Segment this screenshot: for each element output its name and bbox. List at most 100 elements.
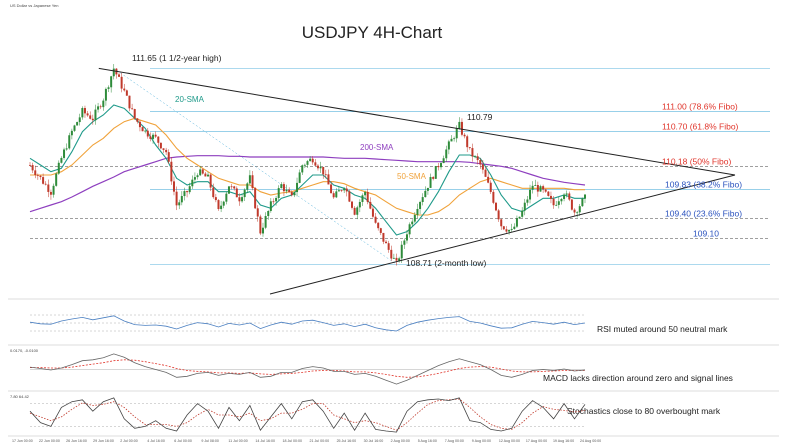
candle-body [267, 210, 270, 217]
candle-body [542, 186, 545, 190]
candle-body [476, 156, 479, 161]
stoch-note: Stochastics close to 80 overbought mark [567, 406, 721, 416]
fibo-label: 109.40 (23.6% Fibo) [665, 208, 742, 218]
candle-body [269, 201, 272, 211]
candle-body [212, 187, 215, 198]
x-tick-label: 7 Aug 00:00 [445, 439, 464, 443]
candle-body [83, 108, 86, 114]
candle-body [288, 189, 291, 193]
candle-body [301, 165, 304, 173]
candle-body [222, 201, 225, 206]
candle-body [337, 190, 340, 192]
candle-body [505, 229, 508, 232]
candle-body [316, 165, 319, 169]
candle-body [576, 212, 579, 214]
candle-body [296, 182, 299, 193]
annotation-low: 108.71 (2-month low) [406, 258, 486, 268]
rsi-line [29, 315, 586, 332]
candle-body [285, 189, 288, 192]
candle-body [450, 138, 453, 142]
candle-body [29, 165, 31, 166]
candle-body [424, 190, 427, 198]
candle-body [555, 204, 558, 206]
candle-body [99, 106, 102, 108]
x-tick-label: 2 Aug 00:00 [391, 439, 410, 443]
candle-body [547, 191, 550, 196]
candle-body [154, 134, 157, 137]
candle-body [324, 174, 327, 176]
candle-body [330, 184, 333, 194]
candle-body [70, 130, 73, 136]
candle-body [144, 130, 147, 132]
candle-body [290, 192, 293, 196]
candle-body [248, 175, 251, 184]
candle-body [280, 184, 283, 189]
candle-body [581, 198, 584, 207]
candle-body [440, 163, 443, 168]
candle-body [94, 109, 97, 121]
candle-body [165, 149, 168, 153]
candle-body [408, 224, 411, 235]
x-tick-label: 12 Aug 00:00 [499, 439, 520, 443]
candle-body [178, 202, 181, 206]
candle-body [251, 175, 254, 189]
candle-body [309, 158, 312, 162]
candle-body [489, 182, 492, 192]
candle-body [345, 188, 348, 192]
candle-body [259, 216, 262, 234]
signal-line [30, 359, 585, 378]
candle-body [42, 177, 45, 184]
sma200-line [29, 155, 586, 213]
sma20-label: 20-SMA [175, 95, 205, 104]
chart-title: USDJPY 4H-Chart [302, 23, 443, 42]
candle-body [225, 193, 228, 202]
candle-body [233, 186, 236, 189]
candle-body [361, 195, 364, 202]
candle-body [578, 206, 581, 213]
x-tick-label: 29 Jun 16:00 [93, 439, 114, 443]
candle-body [227, 186, 230, 194]
candle-body [552, 198, 555, 206]
candle-body [214, 197, 217, 201]
candle-body [86, 113, 89, 116]
candle-body [526, 199, 529, 203]
pair-label: US Dollar vs Japanese Yen [10, 3, 58, 8]
fibo-diagonal [113, 68, 397, 265]
rsi-note: RSI muted around 50 neutral mark [597, 324, 728, 334]
candle-body [468, 147, 471, 149]
annotation-peak: 110.79 [467, 112, 493, 122]
candle-body [377, 222, 380, 229]
candle-body [510, 228, 513, 230]
candle-body [264, 216, 267, 228]
candle-body [492, 191, 495, 203]
candle-body [118, 74, 121, 77]
x-tick-label: 17 Jun 00:00 [12, 439, 33, 443]
candle-body [78, 117, 81, 123]
candle-body [322, 166, 325, 175]
candle-body [497, 210, 500, 220]
moving-averages [29, 104, 586, 236]
candle-body [180, 196, 183, 203]
candle-body [557, 201, 560, 205]
candle-body [57, 162, 60, 174]
x-tick-label: 24 Aug 00:00 [580, 439, 601, 443]
candle-body [209, 174, 212, 188]
x-tick-label: 30 Jul 16:00 [364, 439, 384, 443]
candle-body [518, 216, 521, 219]
candle-body [261, 227, 264, 234]
candles [29, 64, 586, 266]
candle-body [110, 76, 113, 88]
stochastics-line [29, 397, 586, 433]
macd-note: MACD lacks direction around zero and sig… [543, 373, 733, 383]
stoch-header: 7.80 64.42 [10, 394, 30, 399]
candle-body [379, 228, 382, 233]
candle-body [487, 176, 490, 183]
candle-body [371, 208, 374, 217]
candle-body [175, 191, 178, 206]
candle-body [138, 121, 141, 128]
candle-body [515, 218, 518, 227]
candle-body [243, 189, 246, 198]
candle-body [445, 149, 448, 159]
macd-panel: 0.0170, -0.0100 MACD lacks direction aro… [8, 348, 779, 392]
candle-body [47, 184, 50, 192]
